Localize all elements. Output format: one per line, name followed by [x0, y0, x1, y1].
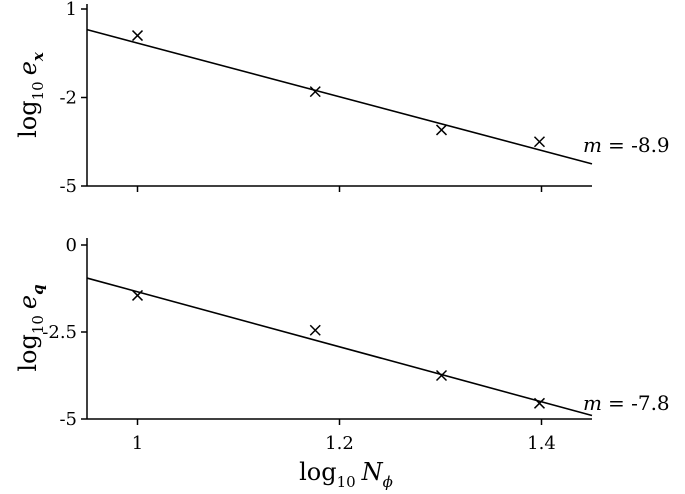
bottom-data-point-1	[309, 324, 321, 336]
top-slope-annotation: m = -8.9	[583, 133, 670, 157]
top-fit-line	[86, 28, 593, 165]
top-ylabel-sub: 10	[29, 81, 47, 100]
top-points	[131, 30, 546, 148]
bottom-data-point-3	[533, 397, 546, 409]
bottom-slope-var: m	[583, 391, 602, 415]
bottom-y-axis-label: log10 eq	[14, 284, 47, 371]
bottom-y-tick-label-2: -5	[59, 409, 77, 430]
bottom-ylabel-var-sub: q	[29, 284, 47, 295]
bottom-slope-value: = -7.8	[608, 391, 670, 415]
bottom-x-tick-label-2: 1.4	[527, 433, 556, 454]
top-x-ticks	[136, 186, 543, 192]
top-y-tick-label-1: -2	[59, 88, 77, 109]
xlabel-var: N	[361, 458, 384, 486]
x-axis-label: log10 Nϕ	[299, 458, 393, 491]
top-y-ticks: 1 -2 -5	[59, 0, 87, 197]
bottom-data-point-2	[435, 369, 448, 382]
top-ylabel-var-sub: x	[29, 51, 47, 62]
bottom-x-tick-label-1: 1.2	[325, 433, 354, 454]
top-y-tick-label-0: 1	[66, 0, 77, 20]
bottom-ylabel-base: log	[14, 334, 42, 372]
bottom-points	[131, 289, 546, 409]
top-data-point-1	[309, 86, 321, 98]
bottom-slope-annotation: m = -7.8	[583, 391, 670, 415]
xlabel-var-sub: ϕ	[383, 473, 393, 491]
top-ylabel-var: e	[14, 61, 42, 75]
bottom-y-tick-label-1: -2.5	[42, 322, 77, 343]
top-y-tick-label-2: -5	[59, 176, 77, 197]
bottom-x-ticks: 1 1.2 1.4	[132, 419, 556, 454]
bottom-fit-line	[86, 277, 593, 417]
top-data-point-3	[533, 136, 546, 148]
top-panel: 1 -2 -5 log10 ex m = -8.9	[14, 0, 670, 197]
xlabel-base: log	[299, 458, 337, 486]
bottom-panel: 0-2.5-5 1 1.2 1.4 log10eq m = -7.8 log10 Nϕ	[14, 235, 670, 491]
bottom-data-point-0	[131, 289, 144, 301]
top-data-point-0	[131, 30, 144, 42]
bottom-ylabel-sub: 10	[29, 315, 47, 334]
top-data-point-2	[435, 124, 448, 136]
bottom-y-tick-label-0: 0	[66, 235, 77, 256]
bottom-ylabel-var: e	[14, 295, 42, 309]
bottom-x-tick-label-0: 1	[132, 433, 143, 454]
top-y-axis-label: log10 ex	[14, 51, 47, 138]
top-ylabel-base: log	[14, 100, 42, 138]
top-slope-var: m	[583, 133, 602, 157]
top-slope-value: = -8.9	[608, 133, 670, 157]
bottom-y-ticks: 0 -2.5 -5	[42, 235, 87, 430]
xlabel-sub: 10	[337, 473, 356, 491]
